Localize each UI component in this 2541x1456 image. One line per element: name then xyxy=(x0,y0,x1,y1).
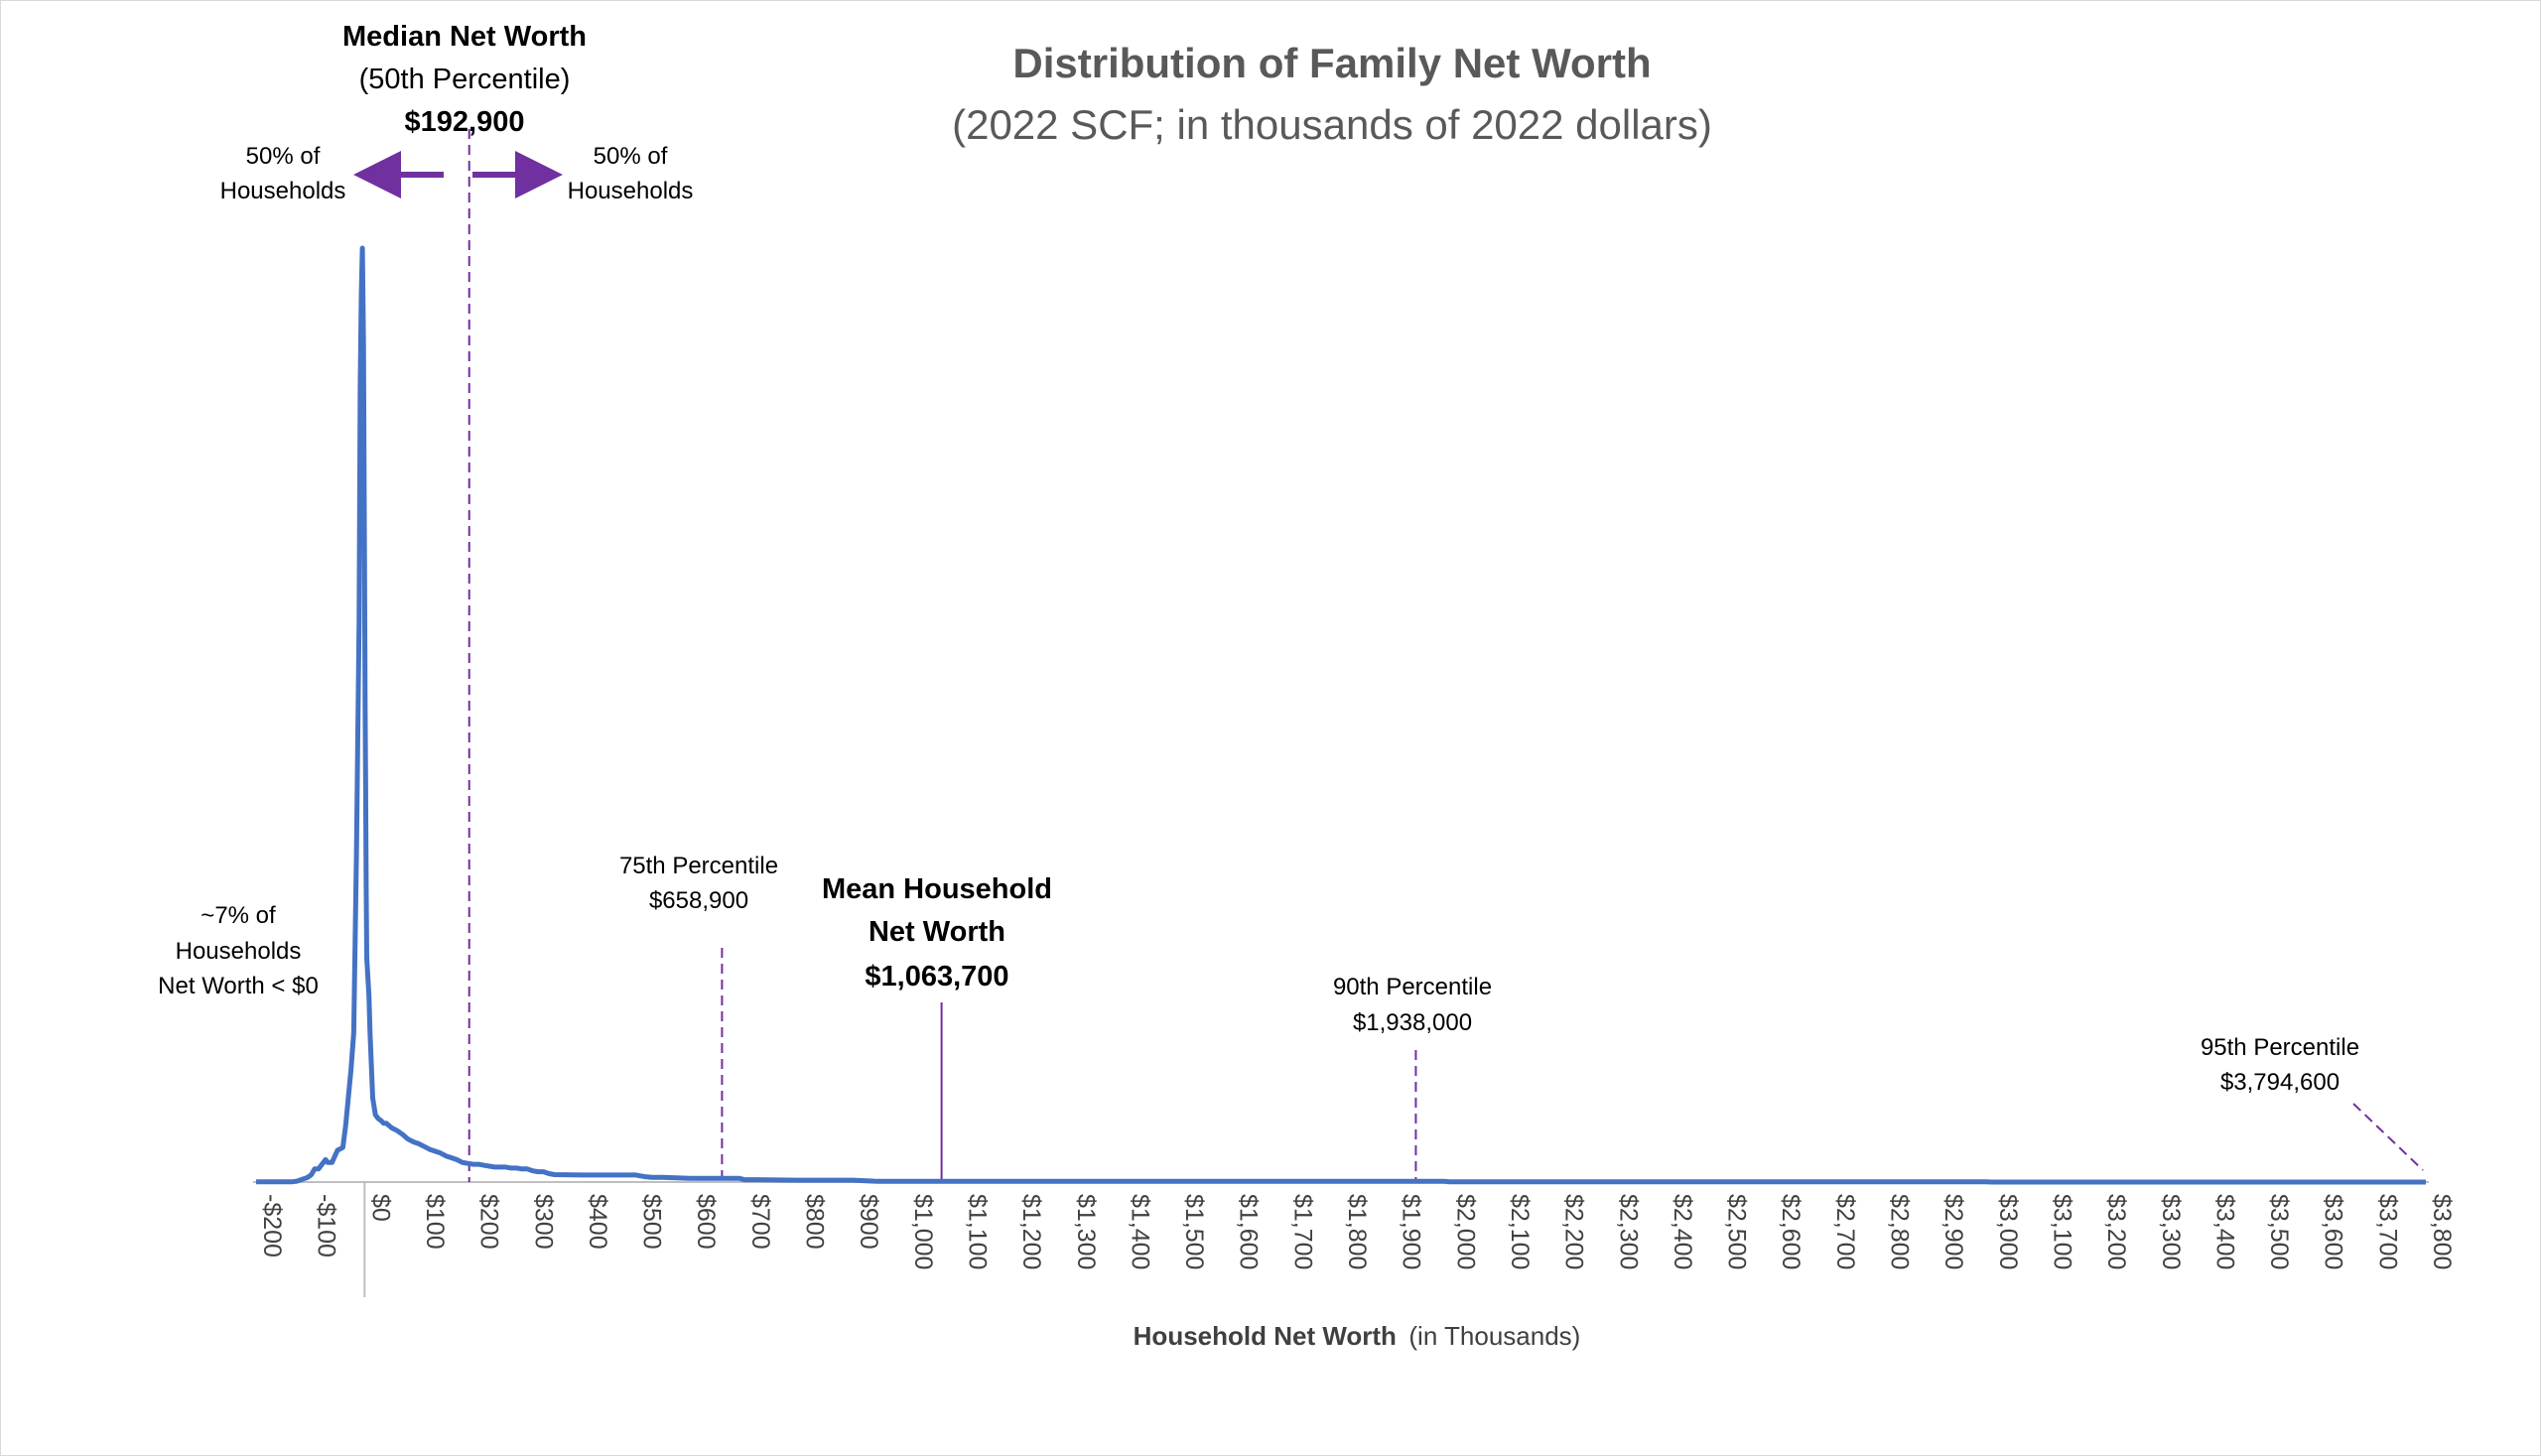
x-tick-label: -$100 xyxy=(313,1194,340,1257)
x-tick-label: $300 xyxy=(529,1194,557,1250)
x-tick-label: $3,000 xyxy=(1994,1194,2022,1269)
x-tick-label: $400 xyxy=(584,1194,611,1250)
net-worth-distribution-line xyxy=(256,245,2426,1185)
median-label-line3: $192,900 xyxy=(405,106,525,138)
p95-label-line2: $3,794,600 xyxy=(2220,1069,2340,1096)
x-tick-label: $2,100 xyxy=(1506,1194,1534,1269)
x-tick-label: $500 xyxy=(638,1194,666,1250)
x-tick-label: $2,300 xyxy=(1614,1194,1642,1269)
x-tick-label: $2,000 xyxy=(1451,1194,1479,1269)
p90-label-line2: $1,938,000 xyxy=(1353,1009,1472,1036)
x-tick-label: $1,200 xyxy=(1017,1194,1045,1269)
p75-label-line1: 75th Percentile xyxy=(619,853,778,879)
right-half-label-line2: Households xyxy=(568,178,694,204)
negative-share-line3: Net Worth < $0 xyxy=(158,973,319,999)
x-tick-label: $2,600 xyxy=(1777,1194,1805,1269)
x-axis-title-main: Household Net Worth xyxy=(1134,1321,1397,1351)
x-tick-label: $1,000 xyxy=(909,1194,937,1269)
x-tick-labels: -$200 -$100 $0 $100 $200 $300 $400 $500 $600 $700… xyxy=(258,1194,2456,1269)
left-half-label-line1: 50% of xyxy=(246,143,321,170)
p75-label-line2: $658,900 xyxy=(649,887,748,914)
percentile-markers xyxy=(468,129,2424,1182)
x-tick-label: $100 xyxy=(421,1194,449,1250)
x-tick-label: $3,200 xyxy=(2102,1194,2130,1269)
x-tick-label: $1,400 xyxy=(1126,1194,1153,1269)
right-half-label-line1: 50% of xyxy=(594,143,668,170)
median-label-line2: (50th Percentile) xyxy=(359,64,571,95)
x-tick-label: $2,200 xyxy=(1560,1194,1588,1269)
mean-label-line1: Mean Household xyxy=(822,873,1052,905)
percentile-marker-line xyxy=(2352,1103,2424,1171)
p95-label-line1: 95th Percentile xyxy=(2201,1034,2359,1061)
x-tick-label: $700 xyxy=(746,1194,774,1250)
mean-label-line3: $1,063,700 xyxy=(865,961,1008,993)
x-tick-label: $0 xyxy=(366,1194,394,1222)
x-tick-label: $1,100 xyxy=(963,1194,991,1269)
x-tick-label: $800 xyxy=(801,1194,829,1250)
x-tick-label: $3,700 xyxy=(2373,1194,2401,1269)
median-label-line1: Median Net Worth xyxy=(342,21,587,53)
x-tick-label: $2,700 xyxy=(1831,1194,1859,1269)
x-tick-label: -$200 xyxy=(258,1194,286,1257)
x-tick-label: $3,100 xyxy=(2048,1194,2075,1269)
left-half-label-line2: Households xyxy=(220,178,346,204)
x-tick-label: $600 xyxy=(692,1194,720,1250)
x-tick-label: $900 xyxy=(855,1194,882,1250)
x-tick-label: $1,300 xyxy=(1072,1194,1100,1269)
negative-share-line2: Households xyxy=(176,938,302,965)
negative-share-line1: ~7% of xyxy=(201,902,276,929)
chart-title: Distribution of Family Net Worth xyxy=(1012,40,1651,86)
x-tick-label: $2,500 xyxy=(1723,1194,1751,1269)
x-tick-label: $3,800 xyxy=(2428,1194,2456,1269)
x-tick-label: $1,800 xyxy=(1343,1194,1371,1269)
x-tick-label: $3,300 xyxy=(2157,1194,2185,1269)
x-tick-label: $1,900 xyxy=(1398,1194,1425,1269)
mean-label-line2: Net Worth xyxy=(869,916,1005,948)
x-tick-label: $2,900 xyxy=(1939,1194,1967,1269)
x-tick-label: $2,400 xyxy=(1669,1194,1696,1269)
chart-subtitle: (2022 SCF; in thousands of 2022 dollars) xyxy=(952,101,1712,148)
x-tick-label: $1,700 xyxy=(1288,1194,1316,1269)
x-axis-title: Household Net Worth (in Thousands) xyxy=(1134,1321,1581,1351)
x-tick-label: $3,600 xyxy=(2320,1194,2347,1269)
x-tick-label: $1,600 xyxy=(1235,1194,1263,1269)
x-tick-label: $3,400 xyxy=(2210,1194,2238,1269)
p90-label-line1: 90th Percentile xyxy=(1333,974,1492,1000)
x-tick-label: $200 xyxy=(475,1194,503,1250)
x-tick-label: $1,500 xyxy=(1180,1194,1208,1269)
x-axis-title-suffix: (in Thousands) xyxy=(1408,1321,1580,1351)
x-tick-label: $2,800 xyxy=(1886,1194,1914,1269)
x-tick-label: $3,500 xyxy=(2265,1194,2293,1269)
